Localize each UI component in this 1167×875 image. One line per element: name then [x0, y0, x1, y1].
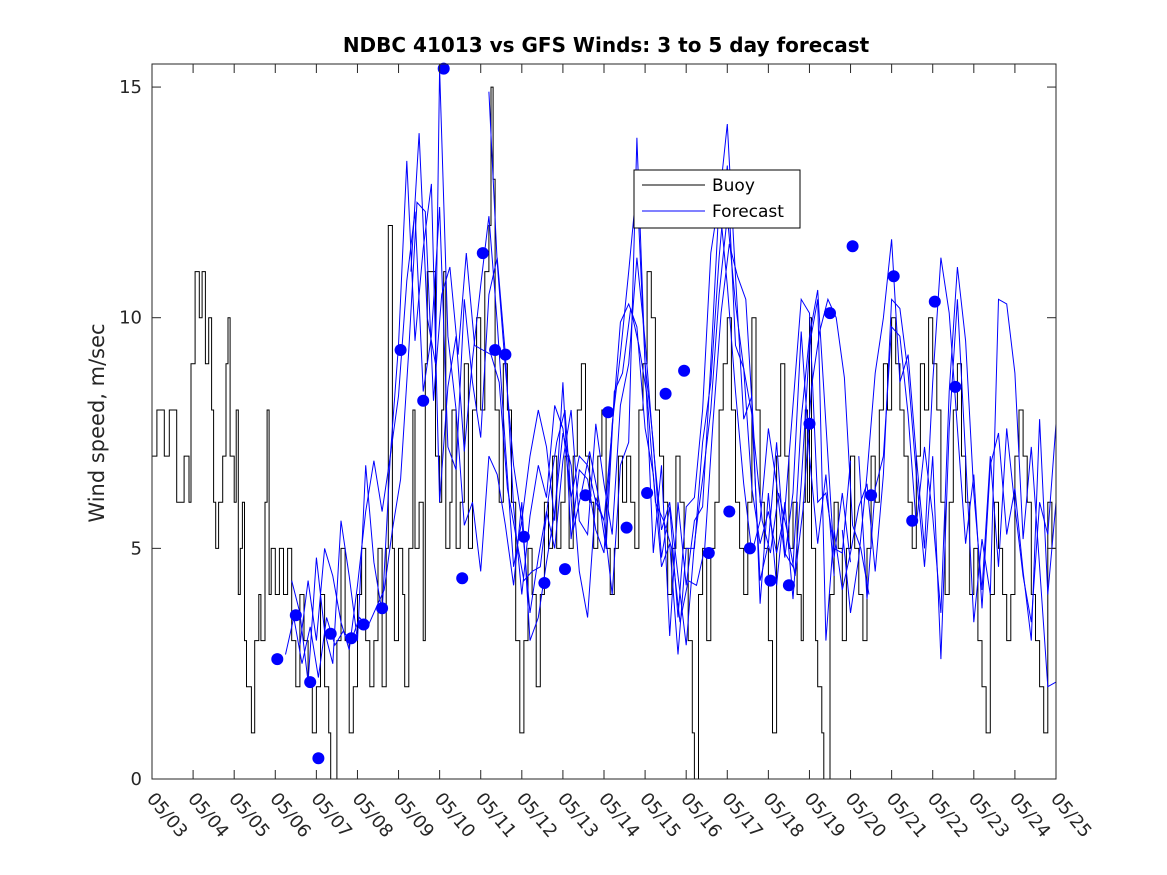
legend-label-forecast: Forecast — [712, 202, 784, 222]
chart-title: NDBC 41013 vs GFS Winds: 3 to 5 day fore… — [343, 33, 870, 57]
forecast-marker-point — [824, 307, 836, 320]
forecast-marker-point — [659, 387, 672, 400]
y-tick-label: 15 — [119, 77, 142, 98]
series-line-buoy — [152, 86, 1056, 779]
forecast-marker-point — [289, 609, 302, 622]
forecast-marker-point — [906, 514, 919, 527]
forecast-marker-point — [376, 602, 389, 615]
forecast-marker-point — [782, 579, 795, 592]
forecast-marker-point — [271, 653, 284, 666]
forecast-marker-point — [928, 295, 941, 308]
forecast-marker-point — [304, 676, 317, 689]
series-line-forecast-5 — [858, 266, 1056, 623]
forecast-marker-point — [743, 542, 756, 555]
y-tick-label: 10 — [119, 308, 142, 329]
forecast-marker-point — [499, 348, 512, 361]
forecast-marker-point — [476, 247, 489, 260]
y-tick-label: 0 — [131, 769, 142, 790]
forecast-marker-point — [489, 344, 502, 356]
forecast-marker-point — [538, 577, 551, 589]
forecast-marker-point — [517, 530, 530, 543]
forecast-marker-point — [641, 487, 654, 499]
series-line-forecast-6 — [841, 239, 1056, 641]
forecast-marker-point — [865, 489, 878, 502]
legend-label-buoy: Buoy — [712, 176, 755, 196]
forecast-marker-point — [417, 394, 430, 407]
legend-box — [633, 169, 801, 229]
forecast-marker-point — [620, 521, 633, 534]
forecast-marker-point — [764, 574, 777, 587]
forecast-marker-point — [723, 505, 736, 518]
forecast-marker-point — [887, 270, 900, 283]
series-line-forecast-7 — [488, 91, 835, 618]
forecast-marker-point — [702, 547, 715, 559]
y-axis-label: Wind speed, m/sec — [85, 323, 109, 522]
forecast-marker-point — [559, 563, 571, 576]
forecast-marker-point — [394, 344, 407, 356]
forecast-marker-point — [437, 62, 450, 75]
forecast-marker-point — [324, 627, 337, 640]
forecast-marker-point — [949, 380, 962, 393]
forecast-marker-point — [345, 632, 358, 645]
forecast-marker-point — [357, 618, 370, 631]
y-tick-label: 5 — [131, 538, 142, 559]
forecast-marker-point — [803, 417, 816, 430]
forecast-marker-point — [312, 752, 325, 765]
legend: Buoy Forecast — [633, 169, 801, 229]
forecast-marker-point — [579, 489, 592, 502]
series-line-forecast-3 — [299, 165, 851, 655]
forecast-marker-point — [602, 406, 615, 419]
forecast-marker-point — [456, 572, 469, 585]
forecast-marker-point — [846, 240, 859, 253]
forecast-marker-point — [678, 364, 691, 377]
